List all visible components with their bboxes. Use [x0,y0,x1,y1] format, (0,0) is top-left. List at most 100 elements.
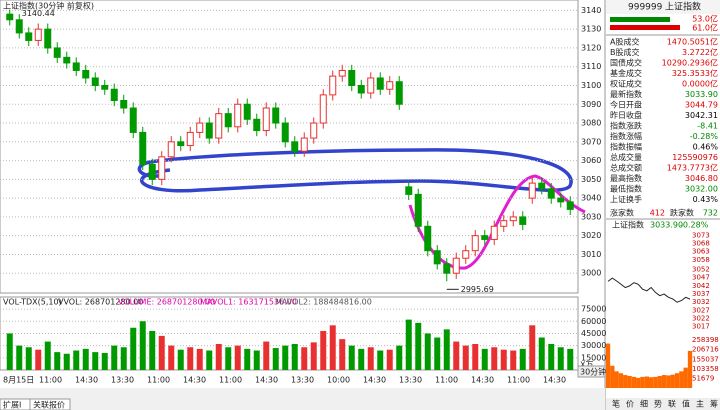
mini-y-label: 3017 [692,323,710,331]
tab[interactable] [29,398,71,410]
mini-volume [644,376,649,388]
vol-header: MAVOL2: 188484816.00 [275,298,372,307]
quote-value: 3044.79 [685,101,718,110]
side-tab[interactable]: 联 [668,400,676,409]
candle-body [424,225,432,252]
mini-change: -0.28% [680,221,709,230]
volume-bar [443,329,450,370]
volume-bar [320,331,327,370]
volume-bar [500,349,507,370]
volume-bar [348,345,355,370]
candle-body [110,88,118,102]
y-tick-label: 3080 [581,119,601,128]
quote-label: 今日开盘 [610,100,642,110]
candle-body [53,47,61,58]
x-tick-label: 13:30 [111,376,134,385]
volume-bar [462,345,469,370]
mini-y-label: 3037 [692,290,710,298]
price-frame [0,0,579,294]
volume-bar [481,348,488,370]
y-tick-label: 3040 [581,194,601,203]
mini-line [607,277,691,303]
quote-label: 最新指数 [610,89,642,99]
candle-body [15,19,23,34]
volume-bar [149,331,156,370]
candle-body [215,113,223,139]
candle-body [376,77,384,90]
mini-vol-label: 258398 [692,336,719,344]
quote-value: -0.28% [690,132,719,141]
side-tab[interactable]: 筹 [710,399,718,409]
mini-volume [657,375,662,388]
volume-bar [187,347,194,370]
candle-body [357,84,365,94]
mini-title: 上证指数 [612,220,644,230]
tab-label[interactable]: 关联报价 [33,400,65,410]
volume-bar [377,350,384,370]
candle-body [452,257,460,274]
volume-bar [291,344,298,370]
candle-body [196,122,204,133]
side-tab[interactable]: 值 [682,399,690,409]
volume-bar [282,345,289,370]
candle-body [63,56,71,64]
quote-label: 最高指数 [610,173,642,183]
mini-y-label: 3052 [692,266,710,274]
volume-bar [63,353,70,370]
candle-body [471,235,479,252]
tab-label[interactable]: 扩展Ⅰ [3,400,21,410]
mini-y-label: 3058 [692,256,710,264]
x-tick-label: 11:00 [507,376,530,385]
mini-y-label: 3073 [692,231,710,239]
volume-bar [538,337,545,370]
volume-bar [120,347,127,370]
mini-volume [674,373,680,388]
candle-body [310,122,318,139]
y-tick-label: 3130 [581,25,601,34]
mini-vol-label: 51679 [692,374,714,382]
candle-body [72,62,80,71]
candle-body [167,141,175,158]
x-tick-label: 13:30 [291,376,314,385]
volume-bar [54,352,61,370]
candle-body [329,75,337,96]
quote-label: B股成交 [610,47,640,57]
volume-bar [82,348,89,370]
quote-value: 0.46% [693,143,719,152]
quote-value: 3032.00 [685,185,718,194]
candle-body [557,197,565,203]
candle-body [538,182,546,190]
candle-body [395,81,403,105]
volume-bar [35,349,42,370]
volume-bar [529,325,536,370]
down-count: 732 [703,209,718,218]
mini-volume [614,371,619,388]
side-tab[interactable]: 主 [696,399,704,409]
side-tab[interactable]: 细 [640,399,648,409]
x-tick-label: 14:30 [255,376,278,385]
mini-volume [666,375,671,388]
volume-bar [6,333,13,370]
volume-bar [386,349,393,370]
x-tick-label: 8月15日 [3,376,34,385]
quote-label: 国债成交 [610,58,642,68]
side-tab[interactable]: 价 [626,400,634,409]
side-tab[interactable]: 势 [654,399,662,409]
mini-last: 3033.90 [650,221,683,230]
volume-bar [405,319,412,370]
volume-bar [253,350,260,370]
y-tick-label: 3100 [581,81,601,90]
volume-bar [358,348,365,370]
x-tick-label: 13:30 [399,376,422,385]
mini-volume [640,376,645,388]
candle-body [148,163,156,180]
candle-body [120,100,128,109]
candle-body [481,235,489,240]
x-tick-label: 10:00 [327,376,350,385]
side-tab[interactable]: 笔 [612,399,620,409]
candle-body [234,103,242,128]
quote-label: 指数涨幅 [610,131,642,141]
volume-bar [310,342,317,370]
candle-body [205,122,213,139]
